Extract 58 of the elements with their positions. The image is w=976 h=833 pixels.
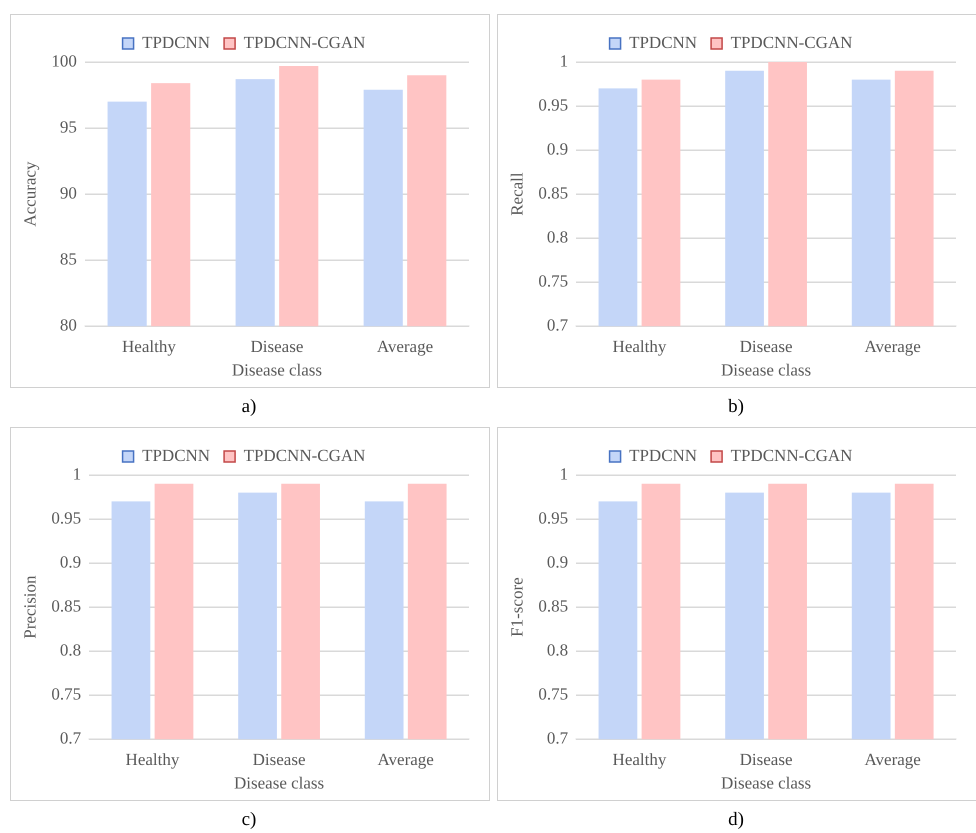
x-axis-title: Disease class	[232, 360, 322, 380]
x-tick-label: Disease	[252, 750, 306, 769]
y-tick-label: 0.95	[538, 508, 568, 528]
y-tick-label: 0.75	[538, 272, 568, 291]
legend-label: TPDCNN	[142, 32, 210, 52]
y-tick-label: 0.75	[51, 684, 82, 704]
y-tick-label: 0.8	[546, 640, 568, 660]
legend-label: TPDCNN-CGAN	[730, 446, 852, 465]
text: c)	[240, 809, 258, 831]
text: d)	[727, 809, 745, 831]
y-tick-label: 1	[72, 464, 82, 484]
y-axis-title: Precision	[20, 574, 40, 639]
y-tick-label: 1	[560, 464, 568, 484]
y-tick-label: 80	[60, 316, 77, 335]
y-tick-label: 0.95	[538, 96, 568, 114]
x-tick-label: Average	[378, 750, 434, 769]
y-tick-label: 95	[60, 118, 77, 137]
x-axis-title: Disease class	[720, 773, 812, 792]
y-tick-label: 0.75	[538, 684, 568, 704]
y-tick-label: 0.8	[546, 228, 568, 247]
x-tick-label: Disease	[740, 336, 793, 356]
x-tick-label: Average	[376, 336, 434, 356]
y-tick-label: 0.7	[546, 316, 569, 335]
y-tick-label: 0.7	[60, 728, 82, 748]
x-axis-title: Disease class	[234, 773, 324, 792]
y-tick-label: 0.8	[60, 640, 82, 660]
text: a)	[240, 396, 258, 418]
y-tick-label: 0.85	[538, 596, 568, 616]
x-tick-label: Healthy	[612, 750, 667, 769]
x-tick-label: Disease	[740, 750, 793, 769]
x-tick-label: Healthy	[612, 336, 667, 356]
legend-label: TPDCNN	[142, 446, 210, 465]
y-tick-label: 0.85	[51, 596, 82, 616]
y-tick-label: 0.9	[546, 140, 568, 159]
x-tick-label: Healthy	[122, 336, 176, 356]
legend-label: TPDCNN	[629, 446, 698, 465]
x-axis-title: Disease class	[720, 360, 812, 380]
y-tick-label: 0.7	[546, 728, 569, 748]
legend-label: TPDCNN-CGAN	[244, 32, 366, 52]
legend-label: TPDCNN-CGAN	[730, 32, 852, 52]
y-tick-label: 1	[560, 51, 568, 70]
y-tick-label: 0.95	[51, 508, 82, 528]
x-tick-label: Average	[864, 336, 921, 356]
y-tick-label: 85	[60, 250, 77, 269]
y-tick-label: 0.85	[538, 184, 568, 203]
y-tick-label: 0.9	[60, 552, 82, 572]
legend-label: TPDCNN-CGAN	[244, 446, 366, 465]
legend-label: TPDCNN	[629, 32, 698, 52]
y-tick-label: 90	[60, 184, 77, 203]
y-axis-title: F1-score	[508, 577, 527, 637]
y-axis-title: Recall	[508, 172, 527, 216]
y-tick-label: 0.9	[546, 552, 568, 572]
x-tick-label: Disease	[250, 336, 304, 356]
x-tick-label: Average	[864, 750, 921, 769]
x-tick-label: Healthy	[126, 750, 180, 769]
y-axis-title: Accuracy	[20, 161, 40, 227]
text: b)	[727, 396, 745, 418]
y-tick-label: 100	[51, 51, 77, 70]
